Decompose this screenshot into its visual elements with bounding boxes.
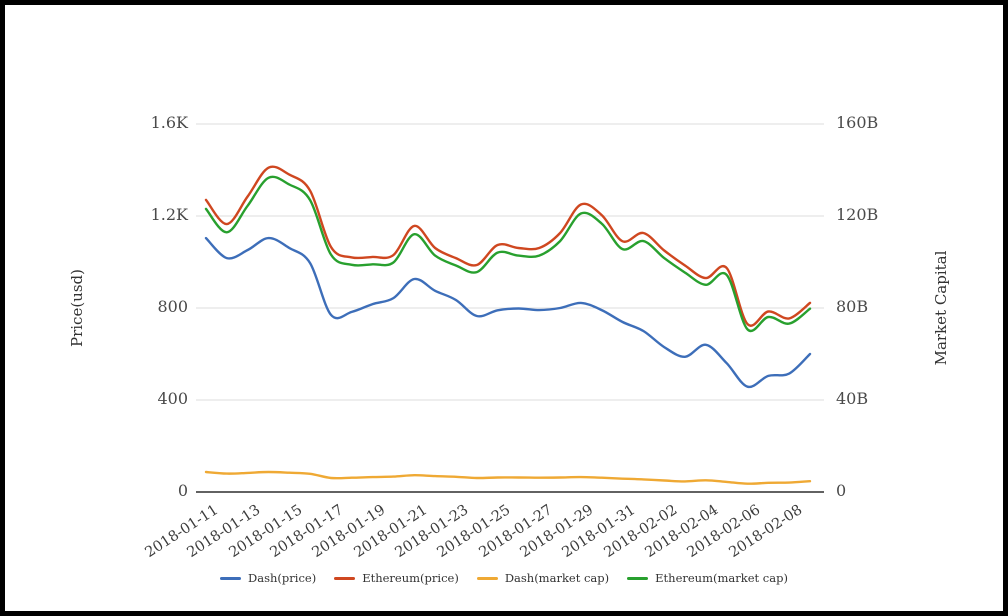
legend-label: Ethereum(price) — [362, 571, 459, 585]
chart-stage: Price(usd) Market Capital 0 400 800 1.2K 1.6… — [5, 5, 1003, 611]
legend-swatch-ethereum-price — [334, 576, 356, 580]
y-axis-left-tick-label: 400 — [157, 389, 188, 408]
plot-area — [196, 123, 824, 493]
legend-swatch-ethereum-market-cap — [627, 576, 649, 580]
legend-item-ethereum-price[interactable]: Ethereum(price) — [334, 571, 459, 585]
y-axis-right-tick-label: 40B — [836, 389, 869, 408]
legend-label: Ethereum(market cap) — [655, 571, 788, 585]
y-axis-right-tick-label: 160B — [836, 113, 879, 132]
y-axis-left-tick-label: 800 — [157, 297, 188, 316]
legend-label: Dash(market cap) — [504, 571, 610, 585]
legend-swatch-dash-market-cap — [476, 576, 498, 580]
y-axis-right-tick-label: 120B — [836, 205, 879, 224]
series-line-dash-price — [204, 236, 812, 389]
y-axis-left-tick-label: 1.6K — [150, 113, 188, 132]
y-axis-right-tick-label: 80B — [836, 297, 869, 316]
legend-item-dash-price[interactable]: Dash(price) — [220, 571, 316, 585]
legend-item-dash-market-cap[interactable]: Dash(market cap) — [476, 571, 610, 585]
series-line-ethereum-market-cap — [204, 175, 812, 333]
y-axis-title-left: Price(usd) — [68, 268, 86, 348]
legend-swatch-dash-price — [220, 576, 242, 580]
series-line-ethereum-price — [204, 165, 812, 327]
y-axis-left-tick-label: 1.2K — [150, 205, 188, 224]
y-axis-left-tick-label: 0 — [177, 481, 188, 500]
series-line-dash-market-cap — [204, 470, 812, 485]
y-axis-right-tick-label: 0 — [836, 481, 847, 500]
legend-label: Dash(price) — [248, 571, 317, 585]
legend: Dash(price) Ethereum(price) Dash(market ca… — [5, 571, 1003, 585]
y-axis-title-right: Market Capital — [932, 250, 950, 366]
legend-item-ethereum-market-cap[interactable]: Ethereum(market cap) — [627, 571, 788, 585]
